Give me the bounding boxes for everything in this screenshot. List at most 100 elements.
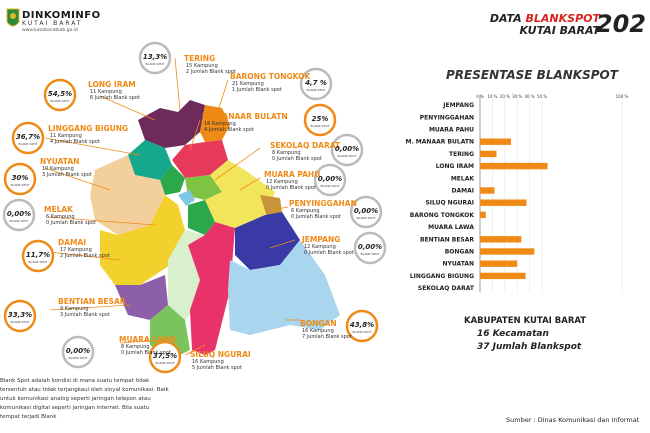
x-tick-label: 20 %: [500, 94, 510, 99]
title-year: 202: [595, 10, 646, 38]
ring-bongan: [345, 309, 379, 343]
callout-blankspot: 0 Jumlah Blank spot: [266, 185, 316, 191]
y-category-label: DAMAI: [452, 188, 474, 195]
callout-blankspot: 0 Jumlah Blank spot: [121, 350, 171, 356]
title-prefix: DATA: [489, 12, 526, 25]
callout-percent-sub: BLANK SPOT: [28, 260, 48, 264]
y-category-label: MUARA LAWA: [428, 224, 474, 231]
x-tick-label: 10 %: [487, 94, 497, 99]
callout-name: JEMPANG: [302, 235, 341, 244]
region-bentian-besar: [115, 275, 168, 320]
callout-percent: 54,5%: [47, 90, 73, 98]
ring-m-manaar: [303, 103, 337, 137]
ring-long-iram: [43, 78, 77, 112]
y-category-label: LONG IRAM: [436, 163, 474, 170]
bar: [480, 150, 497, 158]
ring-sekolaq: [330, 133, 364, 167]
callout-name: TERING: [184, 54, 216, 63]
ring-melak: [2, 198, 36, 232]
y-category-label: MUARA PAHU: [429, 127, 474, 134]
brand-name: DINKOMINFO: [22, 10, 101, 21]
callout-blankspot: 4 Jumlah Blank spot: [50, 139, 100, 145]
region-tering: [200, 105, 230, 142]
region-damai: [100, 195, 185, 285]
ring-barong: [299, 67, 333, 101]
callout-percent: 36,7%: [15, 133, 41, 141]
callout-percent: 33,3%: [7, 311, 33, 319]
callout-blankspot: 3 Jumlah Blank spot: [60, 312, 110, 318]
callout-blankspot: 2 Jumlah Blank spot: [60, 253, 110, 259]
callout-name: NYUATAN: [40, 157, 80, 166]
bar: [480, 138, 511, 145]
callout-kampung: 8 Kampung: [121, 344, 150, 350]
page-title: DATA BLANKSPOT KUTAI BARAT 202: [446, 10, 646, 52]
callout-kampung: 12 Kampung: [266, 179, 298, 185]
region-linggang-bigung: [128, 140, 172, 180]
callout-percent: 43,8%: [349, 321, 375, 329]
y-category-label: LINGGANG BIGUNG: [410, 273, 474, 280]
callout-percent-sub: BLANK SPOT: [320, 184, 340, 188]
region-sekolaq-darat: [160, 165, 185, 195]
callout-name: LONG IRAM: [88, 80, 136, 89]
callout-kampung: 21 Kampung: [232, 81, 264, 87]
ring-bentian: [3, 299, 37, 333]
y-category-label: M. MANAAR BULATN: [405, 139, 474, 146]
bar: [480, 260, 518, 267]
region-pink: [188, 222, 235, 355]
callout-kampung: 6 Kampung: [291, 208, 320, 214]
summary-title: KABUPATEN KUTAI BARAT: [464, 316, 587, 326]
y-category-label: MELAK: [451, 175, 475, 182]
chart-title: PRESENTASE BLANKSPOT: [446, 68, 618, 82]
ring-siluq: [148, 340, 182, 374]
callout-name: MUARA LAWA: [119, 335, 177, 344]
callout-percent-sub: BLANK SPOT: [356, 216, 376, 220]
ring-penyinggahan: [349, 195, 383, 229]
bar: [480, 236, 522, 243]
blankspot-definition: Blank Spot adalah kondisi di mana suatu …: [0, 378, 169, 420]
callout-blankspot: 1 Jumlah Blank spot: [232, 87, 282, 93]
percent-rings: [2, 41, 387, 374]
callout-percent: 0,00%: [353, 207, 379, 215]
callout-name: SILUQ NGURAI: [190, 350, 251, 359]
callout-kampung: 15 Kampung: [186, 63, 218, 69]
callout-blankspot: 0 Jumlah Blank spot: [304, 250, 354, 256]
kutai-barat-logo: [6, 8, 20, 27]
callout-kampung: 11 Kampung: [50, 133, 82, 139]
callout-percent-sub: BLANK SPOT: [352, 330, 372, 334]
callout-percent-sub: BLANK SPOT: [50, 99, 70, 103]
callout-percent: 0,00%: [6, 210, 32, 218]
title-accent: BLANKSPOT: [525, 12, 600, 25]
x-tick-label: 50 %: [537, 94, 547, 99]
source-note: Sumber : Dinas Komunikasi dan Informat: [506, 416, 640, 424]
callout-percent: 0,00%: [334, 145, 360, 153]
region-long-iram: [138, 100, 205, 148]
title-line-2: KUTAI BARAT: [519, 24, 600, 37]
callout-blankspot: 0 Jumlah Blank spot: [46, 220, 96, 226]
callout-percent: 13,3%: [142, 53, 168, 61]
callout-blankspot: 0 Jumlah Blank spot: [272, 156, 322, 162]
callout-kampung: 8 Kampung: [272, 150, 301, 156]
region-m-manaar: [172, 140, 228, 178]
callout-kampung: 16 Kampung: [192, 359, 224, 365]
callout-percent: 4,7 %: [305, 79, 327, 87]
callout-blankspot: 3 Jumlah Blank spot: [42, 172, 92, 178]
callout-kampung: 12 Kampung: [304, 244, 336, 250]
region-bongan: [228, 240, 340, 335]
bar: [480, 211, 486, 219]
callout-percent-sub: BLANK SPOT: [306, 88, 326, 92]
callout-name: M. MANAAR BULATN: [202, 112, 288, 121]
callout-percent: 30%: [11, 174, 29, 182]
ring-muara-pahu: [313, 163, 347, 197]
y-category-label: BENTIAN BESAR: [420, 236, 474, 243]
y-category-label: PENYINGGAHAN: [420, 114, 474, 121]
summary-blankspot-total: 37 Jumlah Blankspot: [477, 342, 582, 352]
ring-damai: [21, 239, 55, 273]
x-tick-label: 40 %: [525, 94, 535, 99]
summary-kecamatan: 16 Kecamatan: [477, 329, 549, 339]
region-nyuatan: [90, 155, 165, 235]
callout-percent-sub: BLANK SPOT: [155, 361, 175, 365]
region-jempang: [235, 212, 300, 270]
y-category-label: SEKOLAQ DARAT: [418, 285, 475, 292]
callout-name: MUARA PAHU: [264, 170, 321, 179]
